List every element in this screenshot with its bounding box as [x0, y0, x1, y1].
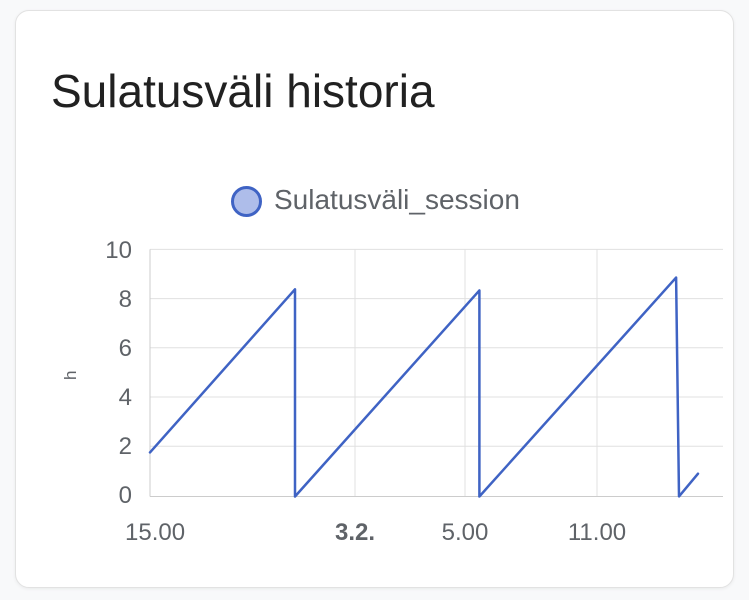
svg-text:0: 0 [119, 482, 132, 509]
svg-text:11.00: 11.00 [568, 519, 626, 546]
svg-text:10: 10 [105, 237, 132, 264]
svg-text:2: 2 [119, 433, 132, 460]
svg-text:6: 6 [119, 335, 132, 362]
svg-text:5.00: 5.00 [442, 519, 489, 546]
svg-text:3.2.: 3.2. [335, 519, 375, 546]
svg-text:8: 8 [119, 286, 132, 313]
svg-text:15.00: 15.00 [125, 519, 185, 546]
svg-text:4: 4 [119, 384, 132, 411]
